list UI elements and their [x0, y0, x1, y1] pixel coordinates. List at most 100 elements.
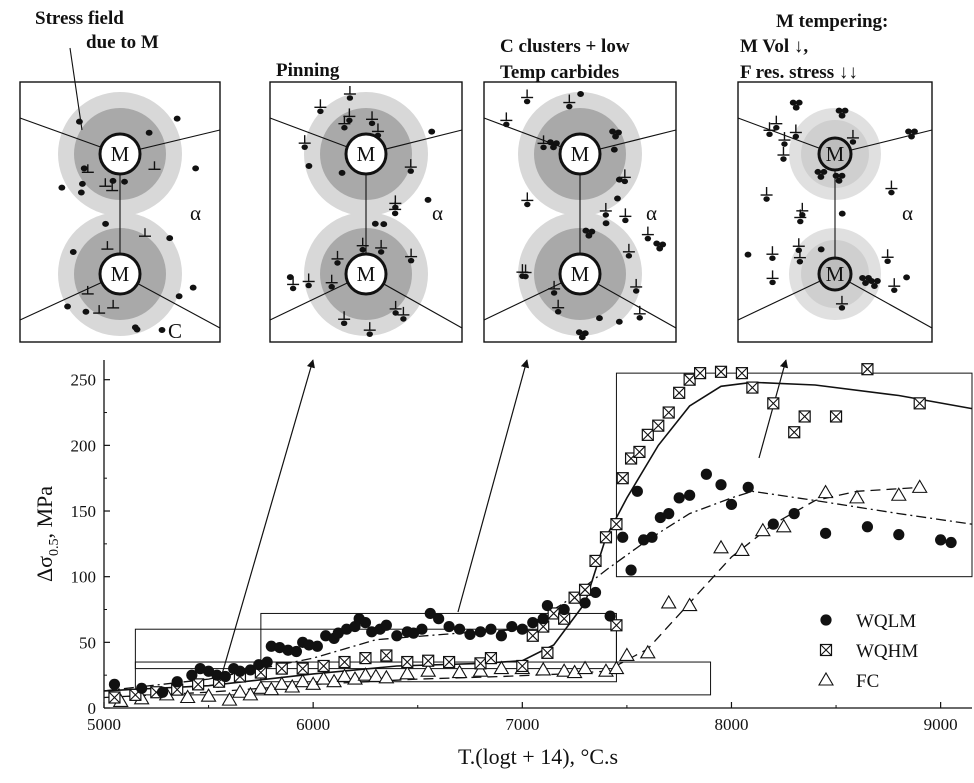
fc-point [681, 597, 698, 612]
carbon-atom [102, 220, 109, 227]
legend-marker-wqlm [820, 614, 832, 626]
pinned-dislocation [619, 208, 632, 224]
wqlm-point [516, 623, 528, 635]
dislocation-symbol [107, 299, 120, 309]
carbide-atom [814, 168, 822, 175]
panel-4-m-label-1: M [826, 142, 845, 166]
wqlm-point [433, 613, 445, 625]
wqlm-point [541, 599, 554, 612]
wqlm-point [861, 521, 874, 533]
panel-4: M Mα [737, 81, 933, 343]
series-fc [112, 479, 928, 707]
wqlm-point [474, 626, 487, 638]
wqlm-point [742, 481, 754, 493]
wqlm-point [311, 640, 323, 652]
carbide-atom [874, 277, 881, 284]
panel-2-defects [286, 86, 436, 337]
wqhm-point [633, 445, 646, 459]
panel-1-alpha-label: α [190, 201, 201, 225]
dislocation-symbol [138, 228, 151, 237]
y-tick-label: 250 [71, 371, 97, 390]
wqhm-point [516, 659, 529, 673]
panel-2-m-label-1: M [357, 142, 376, 166]
carbon-atom [189, 284, 197, 291]
wqlm-point [156, 686, 169, 698]
pinned-dislocation [521, 89, 534, 105]
y-axis-label-unit: , MPa [32, 486, 57, 539]
legend-label-wqhm: WQHM [856, 641, 918, 662]
carbon-atom [903, 274, 910, 281]
carbon-atom [380, 221, 388, 228]
wqhm-point [610, 619, 623, 632]
panel-2-title-line-1: Pinning [276, 60, 340, 81]
pinned-dislocation [641, 226, 654, 242]
wqhm-point [380, 649, 393, 662]
wqhm-point [599, 531, 613, 544]
panel-2: M Mα [269, 81, 463, 343]
pinned-dislocation [397, 306, 410, 322]
panel-1-title-line-2: due to M [86, 32, 159, 53]
wqlm-point [631, 485, 643, 497]
carbide-atom [838, 112, 846, 119]
dislocation-symbol [101, 241, 114, 250]
pinned-dislocation [389, 201, 402, 217]
pinned-dislocation [343, 86, 356, 101]
fc-point [472, 663, 489, 677]
carbon-atom [166, 235, 174, 242]
fc-point [890, 487, 907, 501]
wqlm-point [617, 531, 629, 543]
wqhm-point [541, 646, 554, 659]
pinned-dislocation [760, 187, 773, 202]
pinned-dislocation [778, 132, 791, 147]
pinned-dislocation [302, 273, 315, 289]
panel-4-title-line-2: M Vol ↓, [740, 36, 808, 57]
wqhm-point [578, 583, 592, 596]
legend-label-wqlm: WQLM [856, 611, 916, 632]
wqlm-point [407, 627, 420, 639]
wqhm-point [735, 367, 749, 380]
series-wqlm [108, 468, 957, 698]
wqlm-point [935, 534, 947, 546]
panel-3-m-label-2: M [571, 262, 590, 286]
wqlm-point [558, 603, 570, 616]
wqhm-point [338, 655, 351, 669]
carbon-atom [80, 165, 88, 172]
pinned-dislocation [325, 274, 338, 290]
wqlm-point [171, 676, 183, 688]
panel-1-m-label-2: M [111, 262, 130, 286]
carbon-atom [817, 246, 825, 253]
arrow-to-pinning [217, 359, 315, 689]
pinned-dislocation [338, 311, 351, 327]
fc-point [294, 673, 311, 688]
wqlm-point [485, 623, 497, 635]
wqlm-point [646, 531, 658, 543]
wqlm-point [261, 656, 273, 668]
wqhm-point [401, 655, 414, 669]
pinned-dislocation [792, 238, 805, 254]
fc-point [754, 522, 771, 537]
fc-point [336, 668, 353, 683]
wqlm-point [537, 613, 549, 625]
carbon-cluster-atom [653, 240, 661, 247]
pinned-dislocation [888, 278, 901, 293]
wqhm-point [443, 655, 456, 669]
wqhm-point [526, 629, 539, 642]
fc-point [357, 667, 374, 681]
panel-4-title-line-1: M tempering: [776, 11, 888, 32]
wqlm-point [332, 627, 344, 639]
fc-point [179, 689, 196, 704]
fc-point [451, 664, 468, 679]
dislocation-symbol [106, 182, 119, 192]
wqlm-point [211, 669, 223, 681]
carbon-atom [371, 220, 379, 227]
fc-point [849, 489, 865, 504]
wqhm-point [746, 381, 759, 394]
panel-3-m-label-1: M [571, 142, 590, 166]
carbide-atom [862, 279, 869, 286]
wqlm-point [265, 640, 277, 652]
fc-point [639, 644, 656, 659]
pinned-dislocation [881, 249, 894, 265]
wqlm-point [715, 479, 727, 491]
y-tick-label: 50 [79, 633, 96, 652]
carbide-atom [871, 282, 878, 289]
